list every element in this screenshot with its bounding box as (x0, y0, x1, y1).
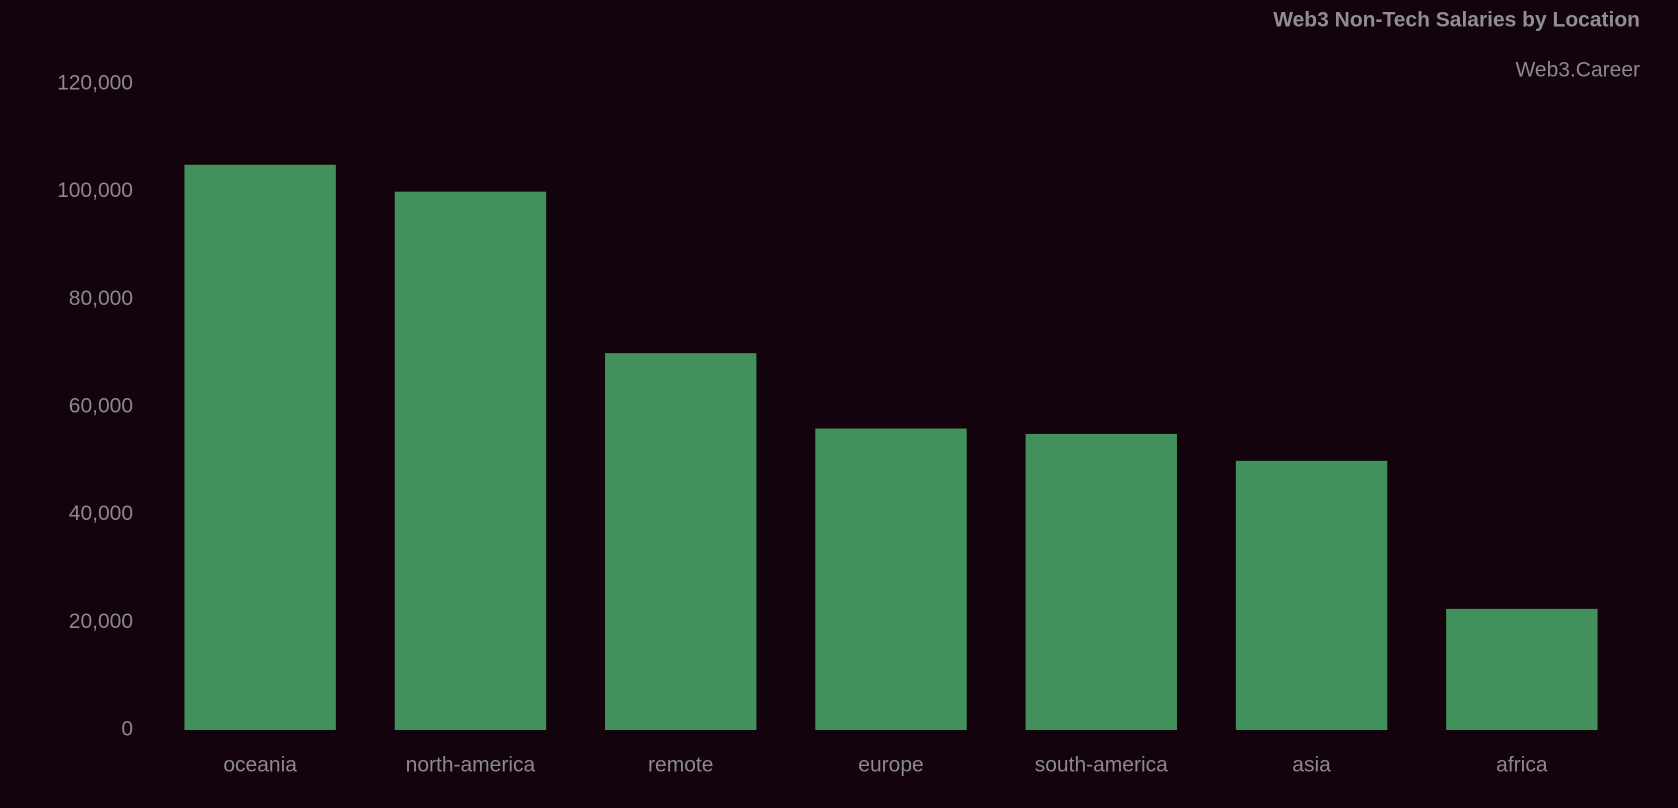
y-tick-label: 120,000 (57, 72, 133, 95)
y-tick-label: 0 (121, 718, 133, 741)
bar (184, 164, 336, 730)
bar (394, 191, 547, 730)
y-tick-label: 80,000 (69, 287, 133, 310)
chart-title: Web3 Non-Tech Salaries by Location (1273, 9, 1640, 32)
y-tick-label: 40,000 (69, 502, 133, 525)
bar (1025, 433, 1177, 730)
x-tick-label: asia (1292, 754, 1331, 777)
x-tick-label: europe (858, 754, 923, 777)
x-tick-label: oceania (223, 754, 297, 777)
chart-subtitle: Web3.Career (1515, 59, 1640, 82)
x-tick-label: south-america (1035, 754, 1168, 777)
x-tick-label: africa (1496, 754, 1548, 777)
x-tick-label: north-america (406, 754, 536, 777)
bar (1446, 608, 1598, 730)
y-tick-label: 100,000 (57, 179, 133, 202)
y-tick-label: 60,000 (69, 395, 133, 418)
y-tick-label: 20,000 (69, 610, 133, 633)
bar (815, 428, 967, 730)
bar (1235, 460, 1388, 730)
bar (605, 353, 757, 730)
x-tick-label: remote (648, 754, 713, 777)
